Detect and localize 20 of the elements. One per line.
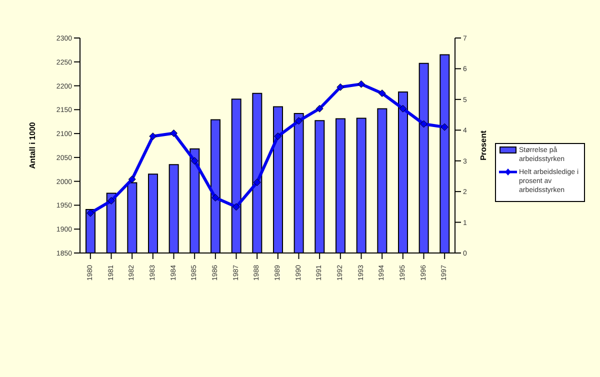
y2-axis-title: Prosent <box>478 130 488 160</box>
point <box>128 176 136 184</box>
point <box>190 157 198 165</box>
point <box>149 132 157 140</box>
point <box>316 104 324 112</box>
point <box>378 90 386 98</box>
point <box>86 209 94 217</box>
point <box>358 80 365 88</box>
point <box>253 178 261 186</box>
point <box>274 132 282 140</box>
point <box>295 117 302 125</box>
point <box>440 123 448 131</box>
point <box>108 197 115 205</box>
point <box>336 83 344 91</box>
point <box>170 129 178 137</box>
point <box>212 194 220 202</box>
point <box>399 104 407 112</box>
point <box>420 120 428 128</box>
point <box>232 203 240 211</box>
y-axis-title: Antall i 1000 <box>28 122 37 169</box>
